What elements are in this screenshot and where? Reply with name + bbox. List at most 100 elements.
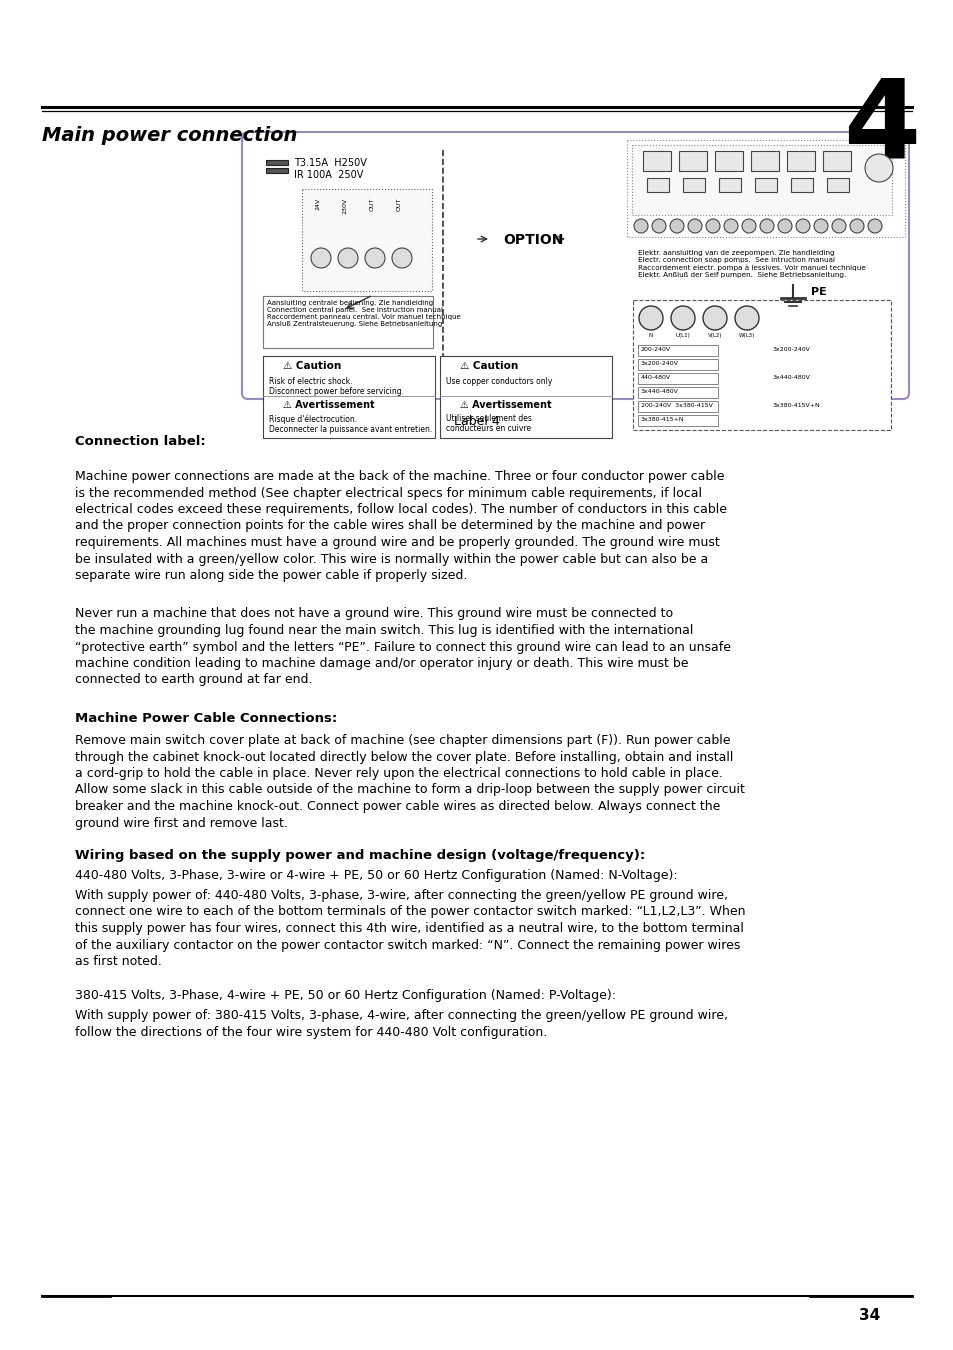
- Bar: [719, 178, 740, 192]
- Circle shape: [831, 219, 845, 234]
- FancyBboxPatch shape: [242, 132, 908, 400]
- Text: ground wire first and remove last.: ground wire first and remove last.: [75, 817, 288, 829]
- Text: 34: 34: [859, 1308, 880, 1323]
- Bar: [750, 151, 779, 171]
- Text: 3x380-415+N: 3x380-415+N: [640, 417, 684, 423]
- Text: this supply power has four wires, connect this 4th wire, identified as a neutral: this supply power has four wires, connec…: [75, 922, 743, 936]
- Circle shape: [651, 219, 665, 234]
- Bar: [638, 401, 718, 412]
- Text: electrical codes exceed these requirements, follow local codes). The number of c: electrical codes exceed these requiremen…: [75, 504, 726, 516]
- Bar: [263, 356, 435, 437]
- Text: follow the directions of the four wire system for 440-480 Volt configuration.: follow the directions of the four wire s…: [75, 1026, 547, 1040]
- Text: PE: PE: [810, 288, 826, 297]
- Circle shape: [760, 219, 773, 234]
- Bar: [754, 178, 776, 192]
- Text: 3x380-415V+N: 3x380-415V+N: [772, 404, 820, 408]
- Text: Machine Power Cable Connections:: Machine Power Cable Connections:: [75, 711, 337, 725]
- Circle shape: [864, 154, 892, 182]
- Text: 440-480V: 440-480V: [640, 375, 670, 379]
- Text: is the recommended method (See chapter electrical specs for minimum cable requir: is the recommended method (See chapter e…: [75, 486, 701, 500]
- Circle shape: [392, 248, 412, 269]
- Text: Utiliser seulement des
conducteurs en cuivre: Utiliser seulement des conducteurs en cu…: [446, 414, 532, 433]
- Bar: [679, 151, 706, 171]
- Bar: [263, 296, 433, 348]
- Text: machine condition leading to machine damage and/or operator injury or death. Thi: machine condition leading to machine dam…: [75, 657, 688, 670]
- Text: Never run a machine that does not have a ground wire. This ground wire must be c: Never run a machine that does not have a…: [75, 608, 673, 621]
- Text: ⚠ Caution: ⚠ Caution: [283, 360, 341, 371]
- Bar: [638, 373, 718, 383]
- Bar: [642, 151, 670, 171]
- Text: N: N: [648, 333, 653, 338]
- Circle shape: [734, 306, 759, 329]
- Text: 440-480 Volts, 3-Phase, 3-wire or 4-wire + PE, 50 or 60 Hertz Configuration (Nam: 440-480 Volts, 3-Phase, 3-wire or 4-wire…: [75, 869, 677, 882]
- Text: breaker and the machine knock-out. Connect power cable wires as directed below. : breaker and the machine knock-out. Conne…: [75, 801, 720, 813]
- Text: Elektr. aansluiting van de zeepompen. Zie handleiding
Electr. connection soap po: Elektr. aansluiting van de zeepompen. Zi…: [638, 250, 865, 278]
- Text: Main power connection: Main power connection: [42, 126, 297, 144]
- Circle shape: [813, 219, 827, 234]
- Circle shape: [670, 306, 695, 329]
- Bar: [826, 178, 848, 192]
- Text: requirements. All machines must have a ground wire and be properly grounded. The: requirements. All machines must have a g…: [75, 536, 719, 549]
- Text: through the cabinet knock-out located directly below the cover plate. Before ins: through the cabinet knock-out located di…: [75, 751, 733, 764]
- Text: With supply power of: 380-415 Volts, 3-phase, 4-wire, after connecting the green: With supply power of: 380-415 Volts, 3-p…: [75, 1010, 727, 1022]
- Circle shape: [669, 219, 683, 234]
- Bar: [638, 414, 718, 427]
- Text: and the proper connection points for the cable wires shall be determined by the : and the proper connection points for the…: [75, 520, 704, 532]
- Text: ⚠ Caution: ⚠ Caution: [459, 360, 517, 371]
- Circle shape: [778, 219, 791, 234]
- Text: Remove main switch cover plate at back of machine (see chapter dimensions part (: Remove main switch cover plate at back o…: [75, 734, 730, 747]
- Circle shape: [702, 306, 726, 329]
- Text: 24V: 24V: [315, 198, 320, 211]
- Text: 3x200-240V: 3x200-240V: [772, 347, 810, 352]
- Text: OUT: OUT: [369, 198, 375, 212]
- Text: be insulated with a green/yellow color. This wire is normally within the power c: be insulated with a green/yellow color. …: [75, 552, 707, 566]
- Text: ⚠ Avertissement: ⚠ Avertissement: [459, 400, 551, 410]
- Text: 3x440-480V: 3x440-480V: [640, 389, 679, 394]
- Bar: [266, 161, 288, 165]
- Text: as first noted.: as first noted.: [75, 954, 162, 968]
- Text: connect one wire to each of the bottom terminals of the power contactor switch m: connect one wire to each of the bottom t…: [75, 906, 744, 918]
- Text: 200-240V: 200-240V: [640, 347, 670, 352]
- Circle shape: [311, 248, 331, 269]
- Bar: [822, 151, 850, 171]
- Text: ⚠ Avertissement: ⚠ Avertissement: [283, 400, 375, 410]
- Circle shape: [867, 219, 882, 234]
- FancyBboxPatch shape: [631, 144, 891, 215]
- Text: a cord-grip to hold the cable in place. Never rely upon the electrical connectio: a cord-grip to hold the cable in place. …: [75, 767, 722, 780]
- Circle shape: [687, 219, 701, 234]
- Circle shape: [337, 248, 357, 269]
- Text: connected to earth ground at far end.: connected to earth ground at far end.: [75, 674, 313, 687]
- Bar: [638, 387, 718, 398]
- Text: Allow some slack in this cable outside of the machine to form a drip-loop betwee: Allow some slack in this cable outside o…: [75, 783, 744, 796]
- Bar: [266, 167, 288, 173]
- Text: Machine power connections are made at the back of the machine. Three or four con: Machine power connections are made at th…: [75, 470, 723, 483]
- Text: Connection label:: Connection label:: [75, 435, 206, 448]
- Text: 200-240V  3x380-415V: 200-240V 3x380-415V: [640, 404, 712, 408]
- Text: of the auxiliary contactor on the power contactor switch marked: “N”. Connect th: of the auxiliary contactor on the power …: [75, 938, 740, 952]
- Text: Use copper conductors only: Use copper conductors only: [446, 377, 552, 386]
- Text: OPTION: OPTION: [502, 234, 563, 247]
- Text: 380-415 Volts, 3-Phase, 4-wire + PE, 50 or 60 Hertz Configuration (Named: P-Volt: 380-415 Volts, 3-Phase, 4-wire + PE, 50 …: [75, 990, 616, 1003]
- Circle shape: [741, 219, 755, 234]
- Text: separate wire run along side the power cable if properly sized.: separate wire run along side the power c…: [75, 568, 467, 582]
- Bar: [638, 359, 718, 370]
- Circle shape: [723, 219, 738, 234]
- Text: Label 4: Label 4: [454, 414, 499, 428]
- Text: 3x200-240V: 3x200-240V: [640, 360, 679, 366]
- Circle shape: [705, 219, 720, 234]
- Bar: [638, 346, 718, 356]
- Text: Wiring based on the supply power and machine design (voltage/frequency):: Wiring based on the supply power and mac…: [75, 849, 644, 863]
- Text: 4: 4: [841, 76, 919, 182]
- Circle shape: [639, 306, 662, 329]
- Text: IR 100A  250V: IR 100A 250V: [294, 170, 363, 180]
- Circle shape: [634, 219, 647, 234]
- Text: T3.15A  H250V: T3.15A H250V: [294, 158, 367, 167]
- Text: V(L2): V(L2): [707, 333, 721, 338]
- Bar: [439, 356, 612, 437]
- Bar: [714, 151, 742, 171]
- Text: 230V: 230V: [342, 198, 347, 215]
- Text: Aansluiting centrale bediening. Zie handleiding
Connection central panel.  See i: Aansluiting centrale bediening. Zie hand…: [267, 300, 460, 327]
- Bar: [646, 178, 668, 192]
- Bar: [790, 178, 812, 192]
- Text: 3x440-480V: 3x440-480V: [772, 375, 810, 379]
